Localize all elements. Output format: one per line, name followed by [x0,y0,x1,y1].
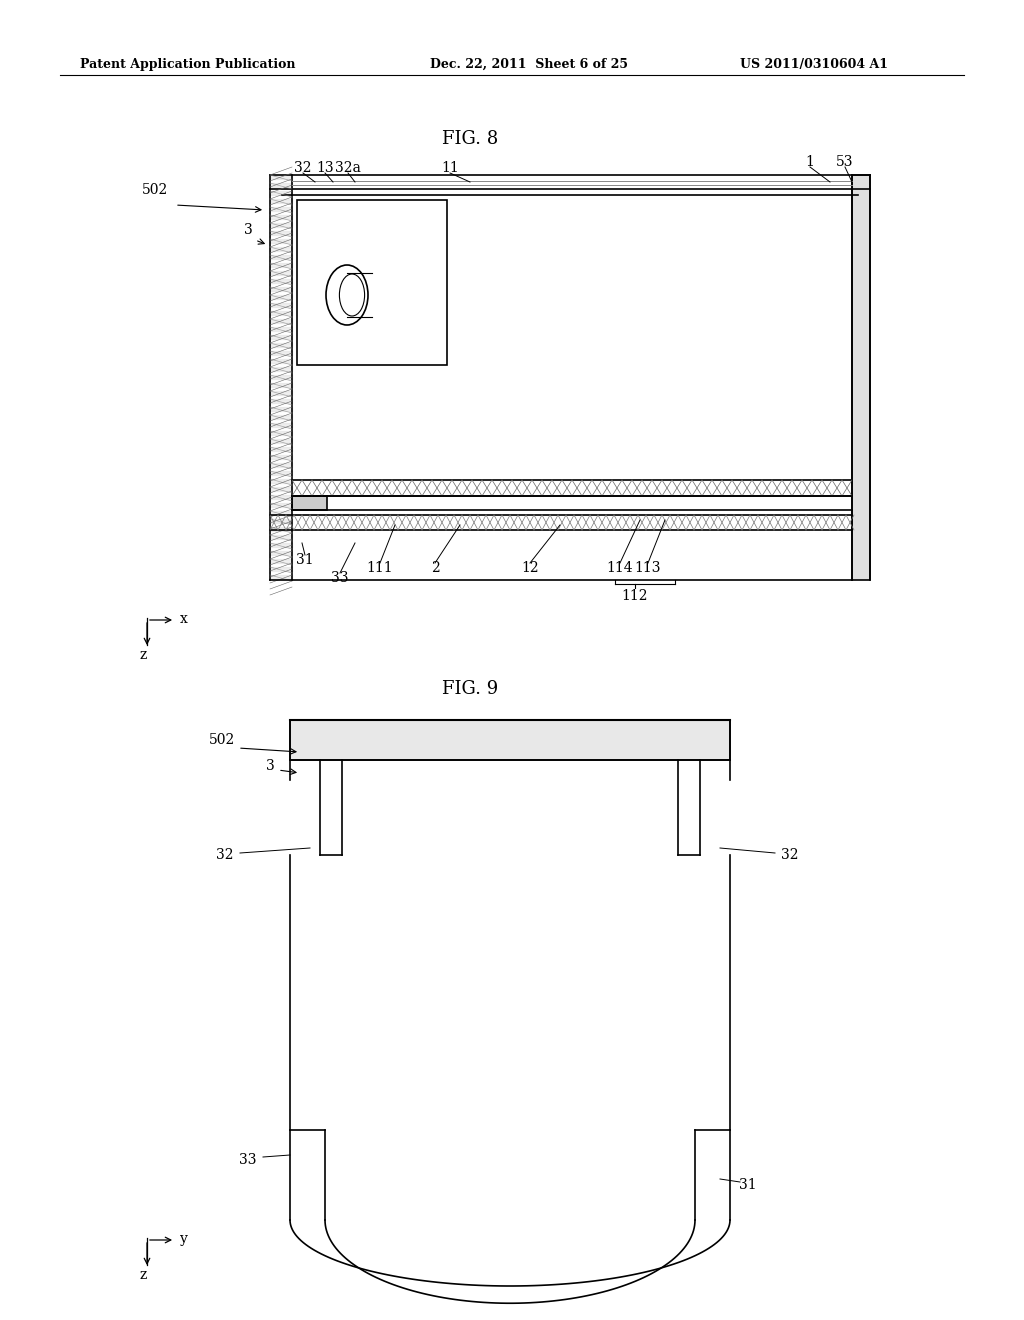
Text: 32: 32 [781,847,799,862]
Text: 113: 113 [635,561,662,576]
Text: 112: 112 [622,589,648,603]
Bar [852,176,870,579]
Text: x: x [180,612,187,626]
Text: US 2011/0310604 A1: US 2011/0310604 A1 [740,58,888,71]
Ellipse shape [339,275,365,315]
Text: 3: 3 [265,759,274,774]
Text: 11: 11 [441,161,459,176]
Text: y: y [180,1232,187,1246]
Text: 502: 502 [142,183,168,197]
Text: 31: 31 [739,1177,757,1192]
Text: 114: 114 [606,561,633,576]
Text: 53: 53 [837,154,854,169]
Text: 502: 502 [209,733,236,747]
Text: FIG. 8: FIG. 8 [442,129,498,148]
Text: 3: 3 [244,223,252,238]
Text: 32: 32 [216,847,233,862]
Text: z: z [140,1269,147,1282]
Text: 13: 13 [316,161,334,176]
Bar [292,189,852,480]
Text: Dec. 22, 2011  Sheet 6 of 25: Dec. 22, 2011 Sheet 6 of 25 [430,58,628,71]
Bar [292,496,327,510]
Text: Patent Application Publication: Patent Application Publication [80,58,296,71]
Text: 33: 33 [331,572,349,585]
Text: 31: 31 [296,553,313,568]
Text: 32: 32 [294,161,311,176]
Text: z: z [140,648,147,663]
Text: FIG. 9: FIG. 9 [442,680,498,698]
Bar [290,719,730,760]
Text: 33: 33 [240,1152,257,1167]
Text: 1: 1 [806,154,814,169]
Ellipse shape [326,265,368,325]
Text: 32a: 32a [335,161,360,176]
Text: 12: 12 [521,561,539,576]
Text: 2: 2 [431,561,439,576]
Bar [297,201,447,366]
Text: 111: 111 [367,561,393,576]
